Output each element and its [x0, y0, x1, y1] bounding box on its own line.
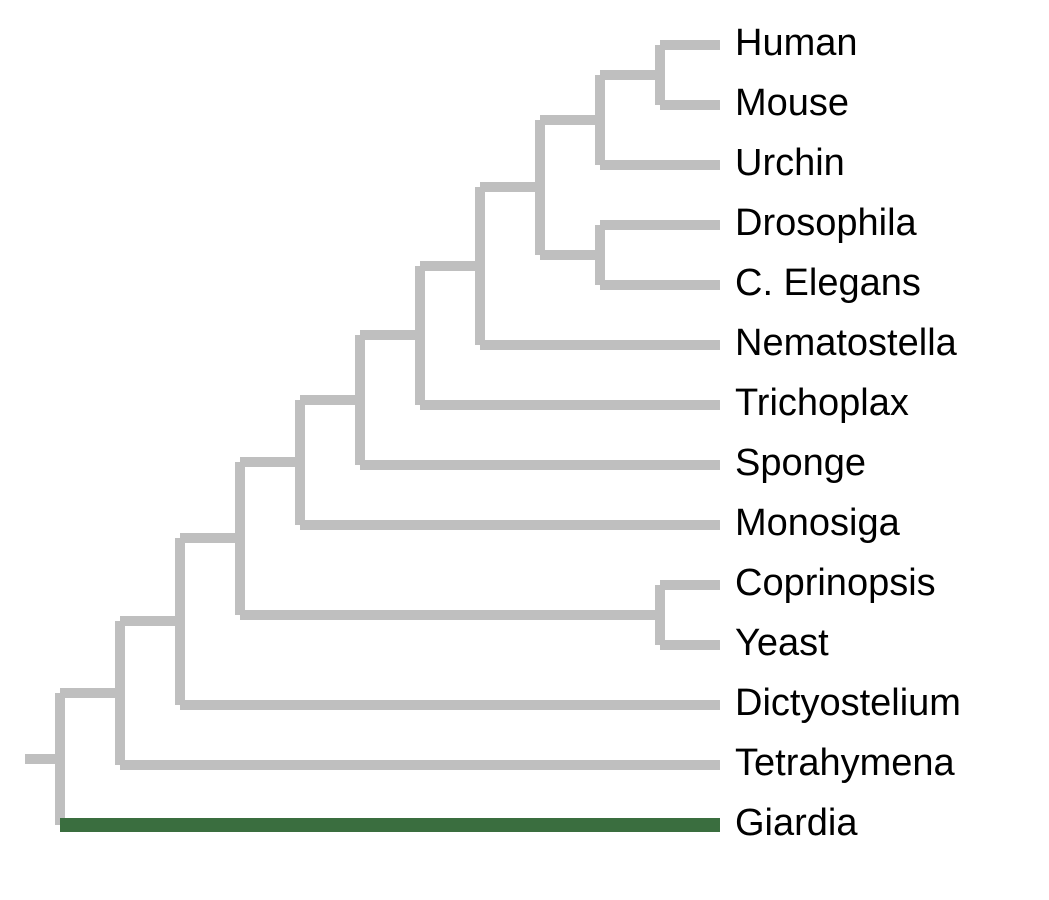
leaf-label: Urchin	[735, 142, 845, 185]
leaf-label: C. Elegans	[735, 262, 921, 305]
leaf-label: Dictyostelium	[735, 682, 961, 725]
leaf-label: Yeast	[735, 622, 829, 665]
leaf-label: Nematostella	[735, 322, 957, 365]
leaf-label: Trichoplax	[735, 382, 909, 425]
leaf-label: Human	[735, 22, 858, 65]
leaf-label: Tetrahymena	[735, 742, 955, 785]
leaf-label: Drosophila	[735, 202, 917, 245]
leaf-label: Monosiga	[735, 502, 900, 545]
tree-container: Human Mouse Urchin Drosophila C. Elegans Nema…	[0, 0, 1049, 900]
leaf-label: Giardia	[735, 802, 858, 845]
leaf-label: Mouse	[735, 82, 849, 125]
leaf-label: Coprinopsis	[735, 562, 936, 605]
leaf-label: Sponge	[735, 442, 866, 485]
